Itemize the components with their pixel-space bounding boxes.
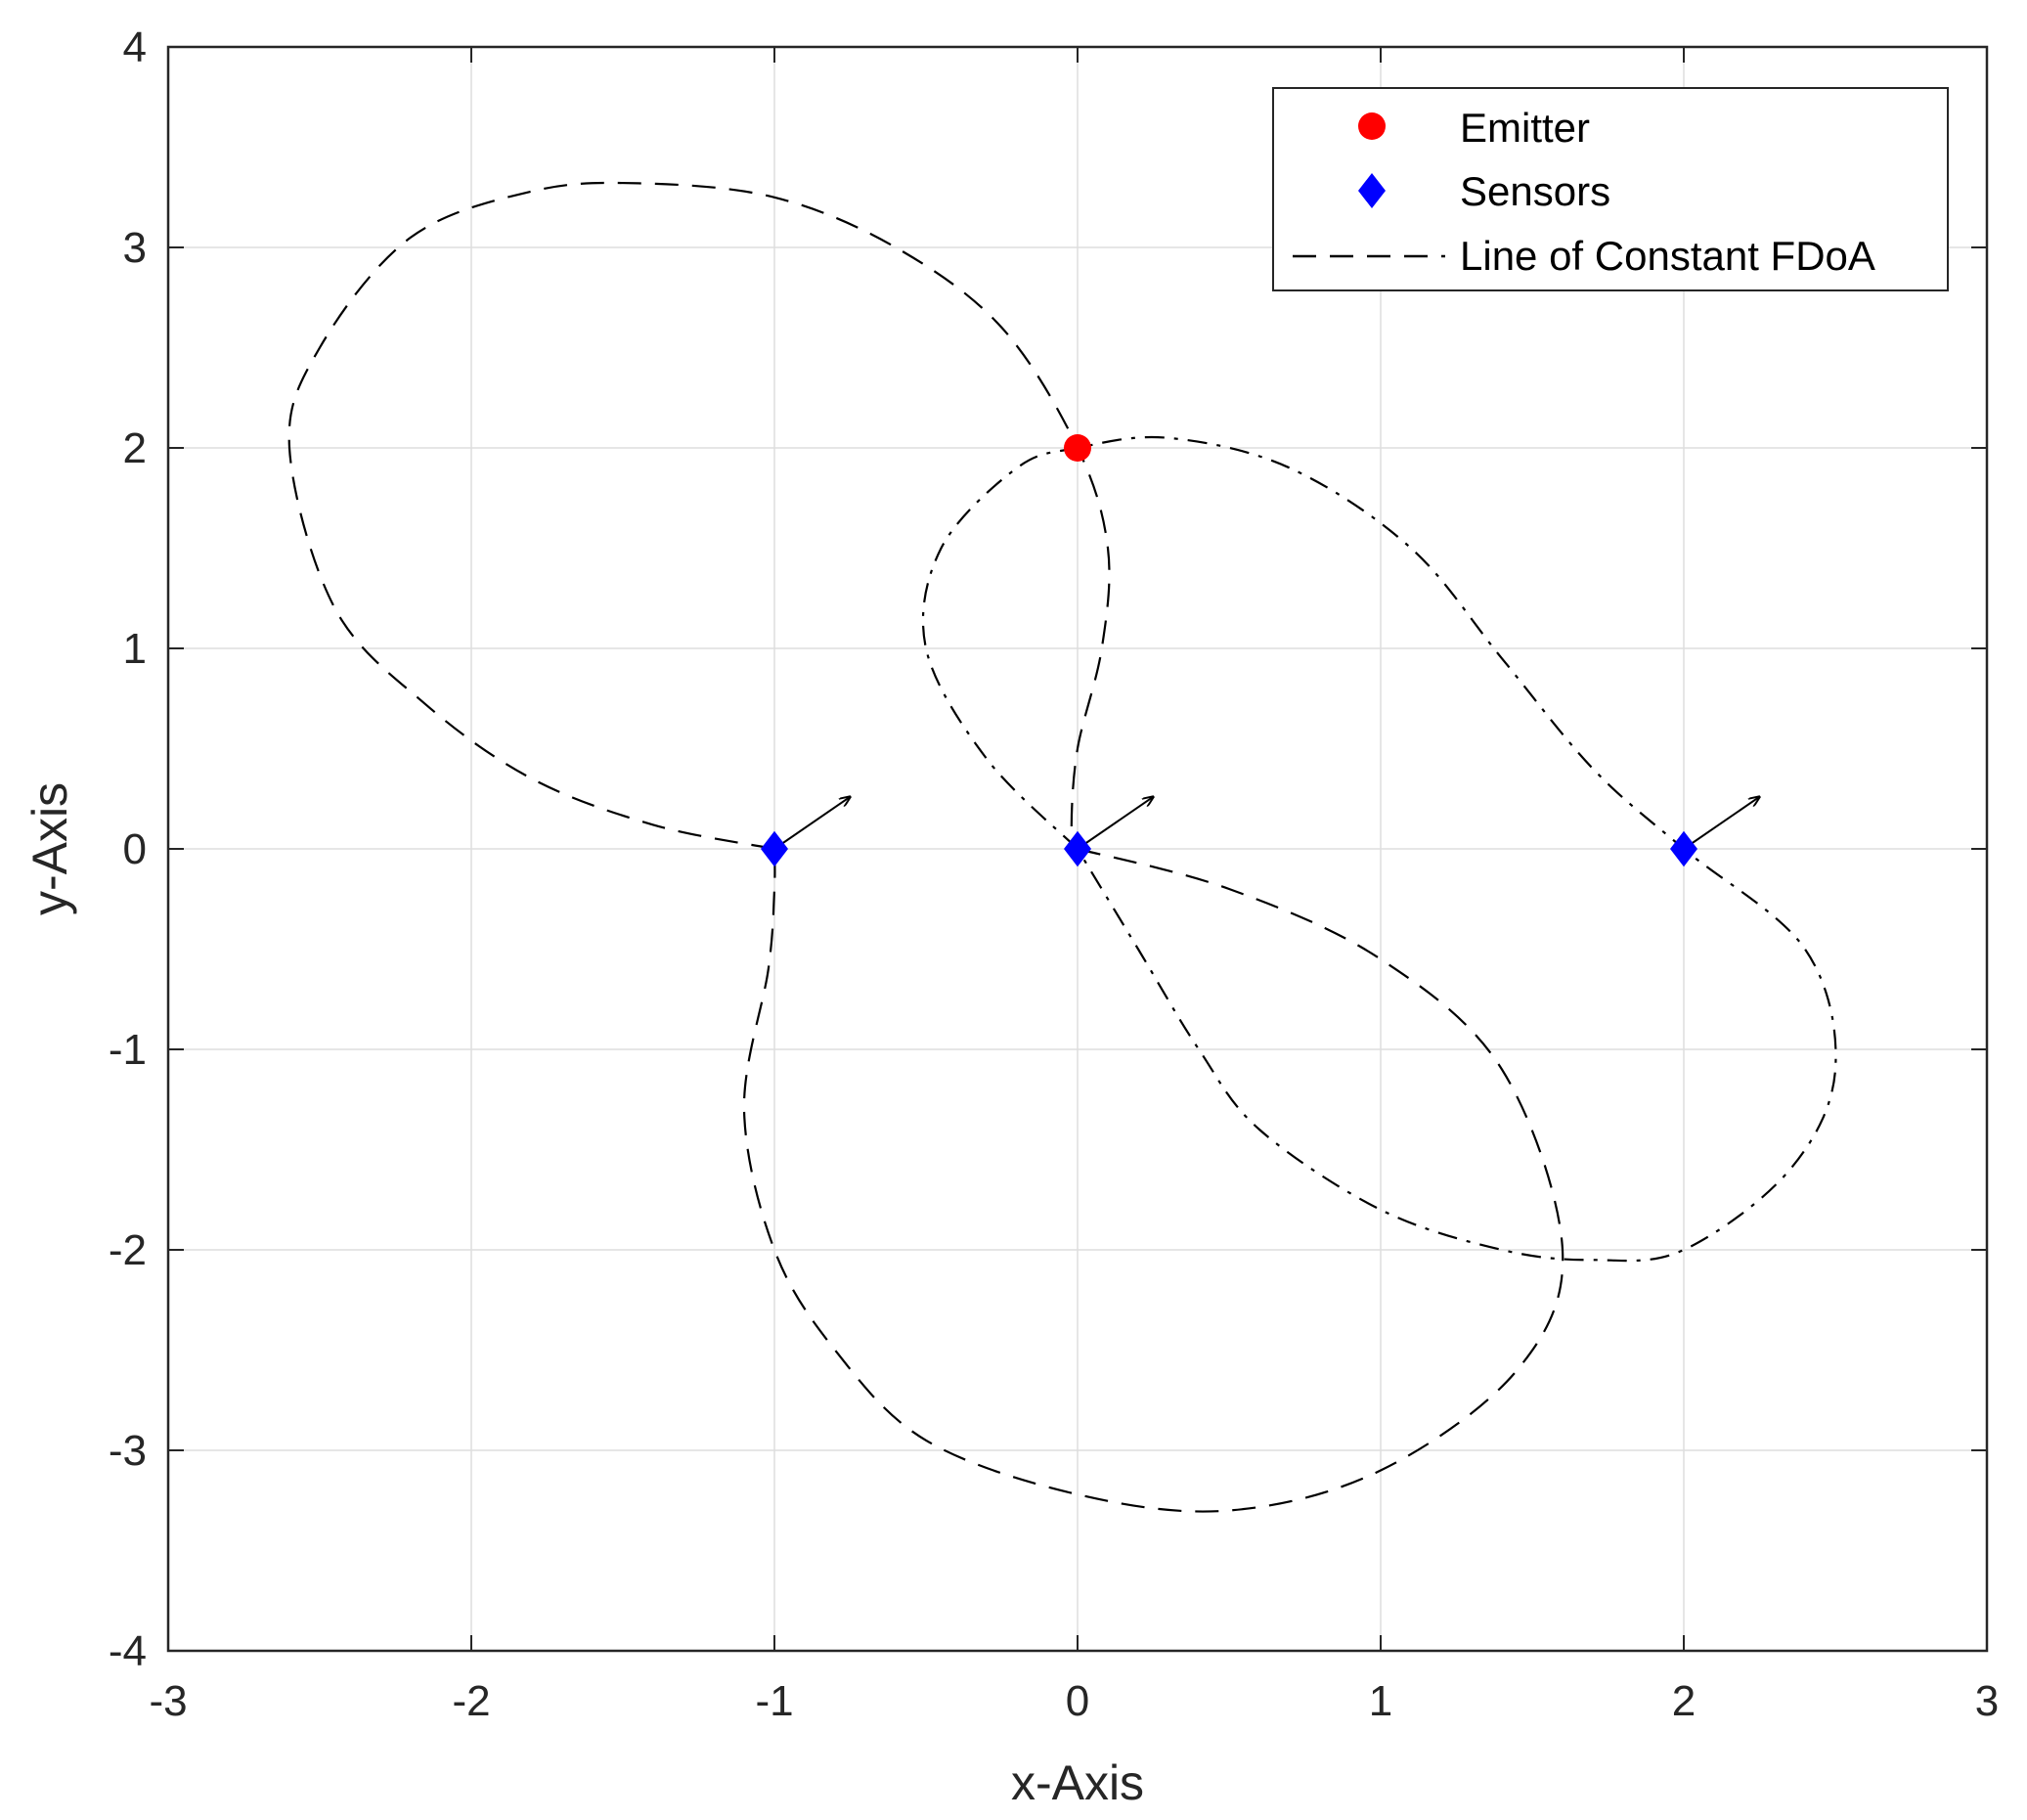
velocity-arrows bbox=[773, 797, 1760, 850]
y-tick-label: -4 bbox=[109, 1627, 147, 1675]
velocity-arrow-3 bbox=[1683, 797, 1760, 850]
x-tick-label: 3 bbox=[1975, 1677, 1999, 1725]
y-tick-label: 4 bbox=[123, 23, 147, 71]
sensor-marker-3 bbox=[1670, 830, 1697, 867]
emitter-marker bbox=[1064, 434, 1091, 462]
y-tick-label: 1 bbox=[123, 625, 147, 673]
fdoa-curve-3 bbox=[742, 847, 1564, 1513]
legend-emitter-label: Emitter bbox=[1460, 105, 1590, 151]
legend-emitter-marker bbox=[1358, 112, 1386, 140]
sensor-marker-1 bbox=[761, 830, 788, 867]
x-tick-label: 2 bbox=[1672, 1677, 1696, 1725]
x-tick-label: -2 bbox=[452, 1677, 490, 1725]
y-tick-label: -1 bbox=[109, 1026, 147, 1074]
y-tick-label: 3 bbox=[123, 224, 147, 272]
x-tick-label: 1 bbox=[1369, 1677, 1392, 1725]
velocity-arrow-1 bbox=[773, 797, 851, 850]
sensor-marker-2 bbox=[1064, 830, 1091, 867]
fdoa-curve-1 bbox=[287, 181, 1111, 851]
legend-sensors-marker bbox=[1358, 173, 1386, 208]
y-tick-label: -3 bbox=[109, 1427, 147, 1475]
y-axis-ticks: -4 -3 -2 -1 0 1 2 3 4 bbox=[109, 23, 1987, 1675]
x-tick-label: -1 bbox=[755, 1677, 793, 1725]
y-tick-label: 2 bbox=[123, 424, 147, 472]
y-tick-label: 0 bbox=[123, 825, 147, 873]
legend-fdoa-label: Line of Constant FDoA bbox=[1460, 233, 1875, 279]
legend: Emitter Sensors Line of Constant FDoA bbox=[1272, 87, 1949, 291]
legend-sensors-label: Sensors bbox=[1460, 168, 1610, 214]
velocity-arrow-2 bbox=[1077, 797, 1154, 850]
x-axis-label: x-Axis bbox=[1011, 1755, 1144, 1810]
x-tick-label: -3 bbox=[149, 1677, 187, 1725]
y-axis-label: y-Axis bbox=[22, 782, 77, 915]
x-tick-label: 0 bbox=[1066, 1677, 1089, 1725]
y-tick-label: -2 bbox=[109, 1226, 147, 1274]
x-axis-ticks: -3 -2 -1 0 1 2 3 bbox=[149, 47, 1999, 1725]
markers bbox=[761, 434, 1697, 867]
